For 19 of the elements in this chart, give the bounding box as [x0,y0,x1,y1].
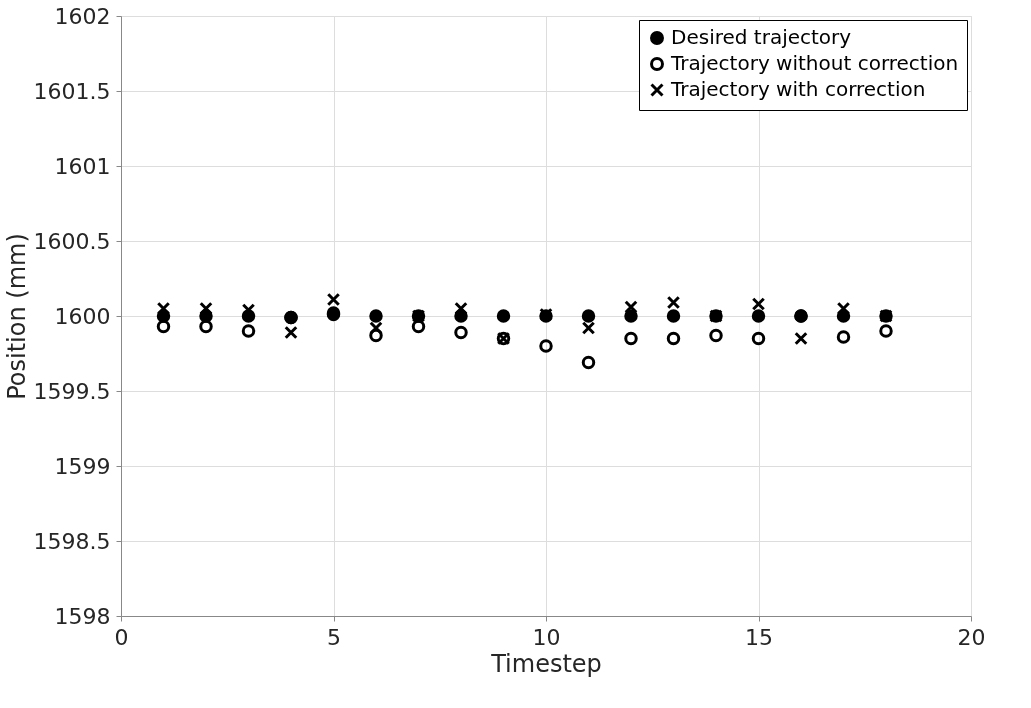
x-tick-label: 0 [114,624,129,650]
y-tick-label: 1598 [54,603,111,629]
y-axis-title: Position (mm) [2,233,31,400]
legend-label: Trajectory with correction [670,77,926,101]
y-tick-label: 1598.5 [33,528,111,554]
y-tick-label: 1599.5 [33,378,111,404]
y-tick-label: 1601 [54,153,111,179]
y-tick-label: 1600 [54,303,111,329]
y-tick-label: 1601.5 [33,78,111,104]
y-tick-label: 1599 [54,453,111,479]
x-tick-label: 5 [327,624,341,650]
legend-label: Trajectory without correction [670,51,959,75]
x-tick-label: 15 [745,624,773,650]
y-tick-label: 1600.5 [33,228,111,254]
legend-label: Desired trajectory [671,25,852,49]
x-axis-title: Timestep [490,649,602,678]
y-tick-label: 1602 [54,3,111,29]
x-tick-label: 10 [532,624,561,650]
x-tick-label: 20 [957,624,986,650]
